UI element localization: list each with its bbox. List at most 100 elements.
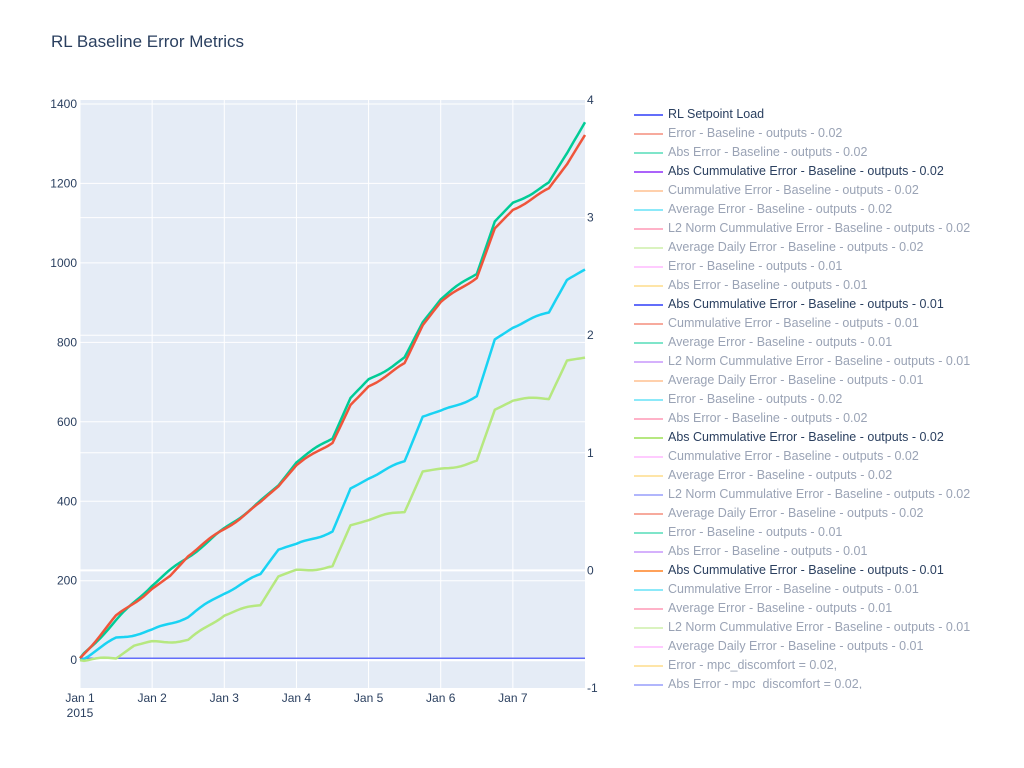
legend-item[interactable]: Average Daily Error - Baseline - outputs… — [632, 371, 1024, 390]
legend-item[interactable]: Abs Error - mpc_discomfort = 0.02, — [632, 675, 1024, 689]
legend-swatch — [634, 532, 663, 534]
y-tick-label: 800 — [57, 335, 77, 349]
legend-item[interactable]: Cummulative Error - Baseline - outputs -… — [632, 447, 1024, 466]
legend-label: Abs Error - Baseline - outputs - 0.02 — [668, 145, 868, 159]
legend-item[interactable]: Average Daily Error - Baseline - outputs… — [632, 238, 1024, 257]
y-tick-label: 1200 — [50, 176, 77, 190]
series-line — [79, 268, 586, 662]
legend-swatch — [634, 285, 663, 287]
legend-item[interactable]: Cummulative Error - Baseline - outputs -… — [632, 580, 1024, 599]
legend-label: Average Error - Baseline - outputs - 0.0… — [668, 335, 893, 349]
legend-label: Error - Baseline - outputs - 0.02 — [668, 126, 843, 140]
legend-item[interactable]: Error - Baseline - outputs - 0.02 — [632, 124, 1024, 143]
legend-label: Cummulative Error - Baseline - outputs -… — [668, 449, 919, 463]
legend-swatch — [634, 342, 663, 344]
y2-tick-label: 3 — [587, 211, 594, 225]
legend-item[interactable]: Abs Cummulative Error - Baseline - outpu… — [632, 295, 1024, 314]
legend-swatch — [634, 133, 663, 135]
legend-item[interactable]: Average Daily Error - Baseline - outputs… — [632, 637, 1024, 656]
legend-swatch — [634, 361, 663, 363]
legend-label: Abs Cummulative Error - Baseline - outpu… — [668, 297, 944, 311]
legend-item[interactable]: Abs Error - Baseline - outputs - 0.02 — [632, 143, 1024, 162]
grid-lines — [79, 100, 585, 688]
legend-label: Average Daily Error - Baseline - outputs… — [668, 240, 924, 254]
legend-label: Average Daily Error - Baseline - outputs… — [668, 506, 924, 520]
legend-swatch — [634, 437, 663, 439]
legend-swatch — [634, 684, 663, 686]
legend-item[interactable]: Error - Baseline - outputs - 0.01 — [632, 523, 1024, 542]
legend-item[interactable]: Error - Baseline - outputs - 0.02 — [632, 390, 1024, 409]
legend-swatch — [634, 646, 663, 648]
series-lines — [79, 121, 587, 663]
series-line — [79, 134, 587, 660]
legend-item[interactable]: Abs Cummulative Error - Baseline - outpu… — [632, 162, 1024, 181]
x-tick-label: Jan 1 — [65, 691, 95, 705]
legend-label: Cummulative Error - Baseline - outputs -… — [668, 582, 919, 596]
legend-swatch — [634, 380, 663, 382]
legend-item[interactable]: Abs Cummulative Error - Baseline - outpu… — [632, 561, 1024, 580]
legend-item[interactable]: Error - mpc_discomfort = 0.02, — [632, 656, 1024, 675]
legend-swatch — [634, 456, 663, 458]
legend-swatch — [634, 247, 663, 249]
legend-label: L2 Norm Cummulative Error - Baseline - o… — [668, 221, 971, 235]
legend-item[interactable]: L2 Norm Cummulative Error - Baseline - o… — [632, 352, 1024, 371]
legend-item[interactable]: Abs Error - Baseline - outputs - 0.01 — [632, 542, 1024, 561]
legend-swatch — [634, 589, 663, 591]
legend-item[interactable]: Abs Error - Baseline - outputs - 0.02 — [632, 409, 1024, 428]
legend-label: Abs Error - Baseline - outputs - 0.01 — [668, 544, 868, 558]
legend-swatch — [634, 665, 663, 667]
legend-item[interactable]: Abs Error - Baseline - outputs - 0.01 — [632, 276, 1024, 295]
legend-label: L2 Norm Cummulative Error - Baseline - o… — [668, 354, 971, 368]
legend-swatch — [634, 209, 663, 211]
y-tick-label: 200 — [57, 574, 77, 588]
x-tick-label: Jan 6 — [426, 691, 456, 705]
legend-item[interactable]: L2 Norm Cummulative Error - Baseline - o… — [632, 219, 1024, 238]
y-tick-label: 1000 — [50, 256, 77, 270]
x-tick-label: Jan 3 — [210, 691, 240, 705]
legend-item[interactable]: Cummulative Error - Baseline - outputs -… — [632, 181, 1024, 200]
legend-label: Average Daily Error - Baseline - outputs… — [668, 639, 924, 653]
legend-swatch — [634, 475, 663, 477]
legend-swatch — [634, 114, 663, 116]
legend-label: Average Error - Baseline - outputs - 0.0… — [668, 202, 893, 216]
legend-swatch — [634, 627, 663, 629]
legend-item[interactable]: Abs Cummulative Error - Baseline - outpu… — [632, 428, 1024, 447]
legend-label: L2 Norm Cummulative Error - Baseline - o… — [668, 620, 971, 634]
legend-label: Abs Cummulative Error - Baseline - outpu… — [668, 164, 944, 178]
legend-item[interactable]: L2 Norm Cummulative Error - Baseline - o… — [632, 618, 1024, 637]
legend-label: Error - mpc_discomfort = 0.02, — [668, 658, 838, 672]
legend-label: RL Setpoint Load — [668, 107, 765, 121]
x-axis-year-label: 2015 — [67, 706, 94, 720]
legend-item[interactable]: L2 Norm Cummulative Error - Baseline - o… — [632, 485, 1024, 504]
y2-tick-label: 0 — [587, 563, 594, 577]
legend-item[interactable]: Average Error - Baseline - outputs - 0.0… — [632, 333, 1024, 352]
x-tick-label: Jan 7 — [498, 691, 528, 705]
y-tick-label: 400 — [57, 494, 77, 508]
legend-item[interactable]: Average Error - Baseline - outputs - 0.0… — [632, 599, 1024, 618]
legend-swatch — [634, 190, 663, 192]
legend-swatch — [634, 494, 663, 496]
plot-background — [80, 100, 585, 688]
series-line — [79, 121, 587, 659]
legend-item[interactable]: Cummulative Error - Baseline - outputs -… — [632, 314, 1024, 333]
legend-label: Cummulative Error - Baseline - outputs -… — [668, 316, 919, 330]
legend-label: Error - Baseline - outputs - 0.02 — [668, 392, 843, 406]
legend-item[interactable]: Average Error - Baseline - outputs - 0.0… — [632, 466, 1024, 485]
x-tick-label: Jan 4 — [282, 691, 312, 705]
legend-swatch — [634, 418, 663, 420]
legend-swatch — [634, 551, 663, 553]
legend-label: Average Error - Baseline - outputs - 0.0… — [668, 601, 893, 615]
x-tick-label: Jan 2 — [137, 691, 167, 705]
axis-labels: Jan 1 Jan 2 Jan 3 Jan 4 Jan 5 Jan 6 Jan 7 2015 0… — [50, 93, 598, 720]
y-tick-label: 0 — [70, 653, 77, 667]
legend[interactable]: RL Setpoint Load Error - Baseline - outpu… — [632, 105, 1024, 689]
legend-label: Abs Cummulative Error - Baseline - outpu… — [668, 563, 944, 577]
y2-tick-label: -1 — [587, 681, 598, 695]
legend-item[interactable]: RL Setpoint Load — [632, 105, 1024, 124]
legend-item[interactable]: Error - Baseline - outputs - 0.01 — [632, 257, 1024, 276]
legend-item[interactable]: Average Daily Error - Baseline - outputs… — [632, 504, 1024, 523]
legend-item[interactable]: Average Error - Baseline - outputs - 0.0… — [632, 200, 1024, 219]
y-tick-label: 600 — [57, 415, 77, 429]
y2-tick-label: 4 — [587, 93, 594, 107]
